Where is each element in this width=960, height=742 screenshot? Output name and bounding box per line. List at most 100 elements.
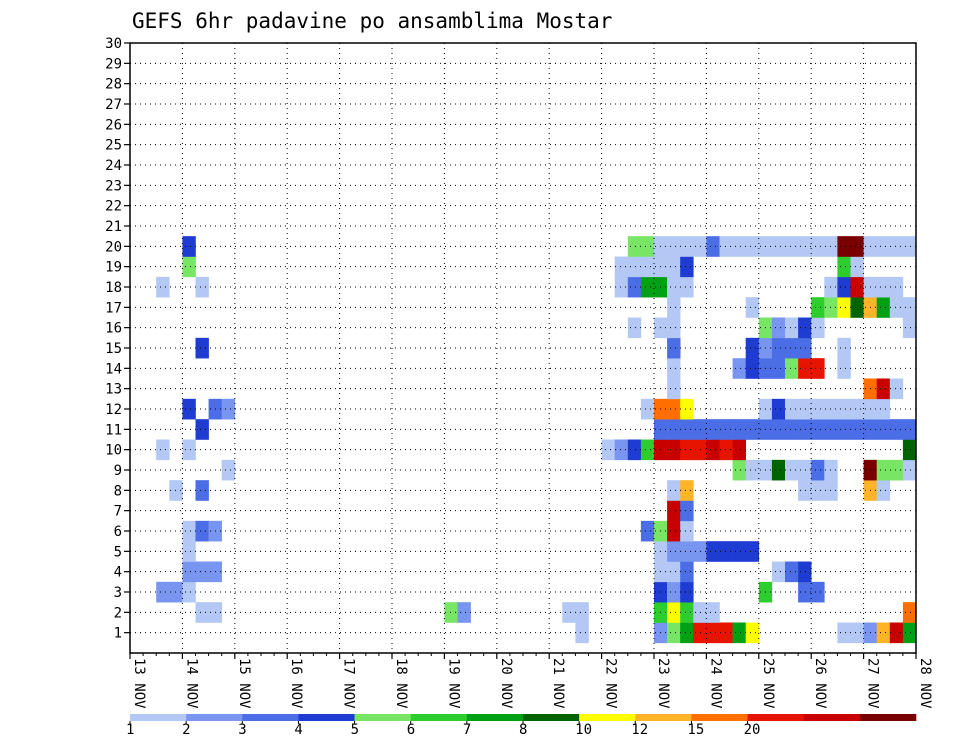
- heatmap-cell: [667, 480, 681, 501]
- heatmap-cell: [837, 622, 851, 644]
- heatmap-cell: [667, 317, 681, 339]
- heatmap-cell: [850, 419, 864, 440]
- y-tick-label: 19: [105, 260, 122, 276]
- legend-swatch: [635, 714, 692, 721]
- legend-label: 6: [407, 722, 415, 738]
- heatmap-cell: [798, 398, 812, 420]
- legend-swatch: [523, 714, 580, 721]
- y-axis: 1234567891011121314151617181920212223242…: [105, 36, 130, 642]
- legend-label: 3: [238, 722, 246, 738]
- y-tick-label: 27: [105, 97, 122, 113]
- heatmap-cell: [811, 581, 825, 603]
- heatmap-cell: [680, 622, 694, 644]
- heatmap-cell: [614, 439, 629, 461]
- legend-swatch: [354, 714, 412, 721]
- heatmap-cell: [850, 398, 864, 420]
- heatmap-cell: [667, 541, 681, 562]
- heatmap-cell: [667, 439, 681, 461]
- legend-swatch: [186, 714, 243, 721]
- y-tick-label: 5: [114, 544, 122, 560]
- heatmap-cell: [732, 622, 746, 644]
- heatmap-cell: [785, 459, 799, 481]
- heatmap-cell: [667, 520, 681, 542]
- heatmap-cell: [182, 541, 196, 562]
- heatmap-cell: [706, 622, 720, 644]
- legend-label: 15: [687, 722, 704, 738]
- heatmap-cell: [640, 236, 655, 257]
- heatmap-cell: [889, 459, 904, 481]
- heatmap-cell: [837, 236, 851, 257]
- heatmap-cell: [811, 459, 825, 481]
- heatmap-cell: [719, 541, 733, 562]
- heatmap-cell: [195, 520, 209, 542]
- heatmap-cell: [771, 459, 786, 481]
- heatmap-cell: [771, 561, 786, 583]
- heatmap-cell: [798, 317, 812, 339]
- heatmap-cell: [680, 439, 694, 461]
- heatmap-cell: [732, 419, 746, 440]
- heatmap-cell: [667, 337, 681, 359]
- x-tick-label: 16 NOV: [288, 658, 304, 709]
- heatmap-cell: [680, 256, 694, 278]
- heatmap-cell: [771, 236, 786, 257]
- heatmap-cell: [876, 459, 891, 481]
- heatmap-cell: [837, 297, 851, 318]
- legend-swatch: [859, 714, 917, 721]
- heatmap-cell: [706, 419, 720, 440]
- heatmap-cell: [182, 439, 196, 461]
- y-tick-label: 23: [105, 178, 122, 194]
- y-tick-label: 25: [105, 138, 122, 154]
- heatmap-cell: [850, 256, 864, 278]
- heatmap-cell: [195, 337, 209, 359]
- legend-label: 1: [126, 722, 134, 738]
- heatmap-cell: [627, 317, 642, 339]
- y-tick-label: 2: [114, 605, 122, 621]
- y-tick-label: 3: [114, 585, 122, 601]
- heatmap-cell: [667, 358, 681, 379]
- y-tick-label: 28: [105, 77, 122, 93]
- heatmap-cell: [667, 297, 681, 318]
- x-tick-label: 24 NOV: [707, 658, 723, 709]
- legend-swatch: [298, 714, 355, 721]
- y-tick-label: 1: [114, 626, 122, 642]
- heatmap-cell: [811, 317, 825, 339]
- heatmap-cell: [771, 419, 786, 440]
- heatmap-cell: [719, 236, 733, 257]
- heatmap-cell: [667, 276, 681, 298]
- heatmap-cell: [156, 439, 170, 461]
- heatmap-cell: [706, 439, 720, 461]
- heatmap-cell: [876, 622, 891, 644]
- heatmap-cell: [706, 236, 720, 257]
- y-tick-label: 30: [105, 36, 122, 52]
- heatmap-cell: [902, 317, 917, 339]
- heatmap-cell: [719, 622, 733, 644]
- heatmap-cell: [889, 276, 904, 298]
- x-tick-label: 13 NOV: [131, 658, 147, 709]
- x-tick-label: 23 NOV: [655, 658, 671, 709]
- heatmap-cell: [640, 398, 655, 420]
- heatmap-cell: [785, 419, 799, 440]
- heatmap-cell: [785, 317, 799, 339]
- y-tick-label: 11: [105, 422, 122, 438]
- heatmap-cell: [680, 520, 694, 542]
- y-tick-label: 15: [105, 341, 122, 357]
- heatmap-cell: [182, 520, 196, 542]
- heatmap-cell: [221, 459, 236, 481]
- heatmap-cell: [667, 378, 681, 400]
- heatmap-cells: [156, 236, 917, 644]
- x-tick-label: 28 NOV: [917, 658, 933, 709]
- heatmap-cell: [680, 419, 694, 440]
- heatmap-cell: [195, 561, 209, 583]
- heatmap-cell: [680, 581, 694, 603]
- x-tick-label: 25 NOV: [760, 658, 776, 709]
- heatmap-cell: [811, 358, 825, 379]
- heatmap-cell: [850, 297, 864, 318]
- heatmap-cell: [837, 398, 851, 420]
- heatmap-cell: [837, 256, 851, 278]
- heatmap-cell: [798, 358, 812, 379]
- heatmap-cell: [719, 419, 733, 440]
- heatmap-cell: [798, 337, 812, 359]
- heatmap-cell: [640, 256, 655, 278]
- heatmap-cell: [182, 236, 196, 257]
- legend: 1 2 3 4 5 6 7 8 10 12 15 20: [126, 714, 917, 738]
